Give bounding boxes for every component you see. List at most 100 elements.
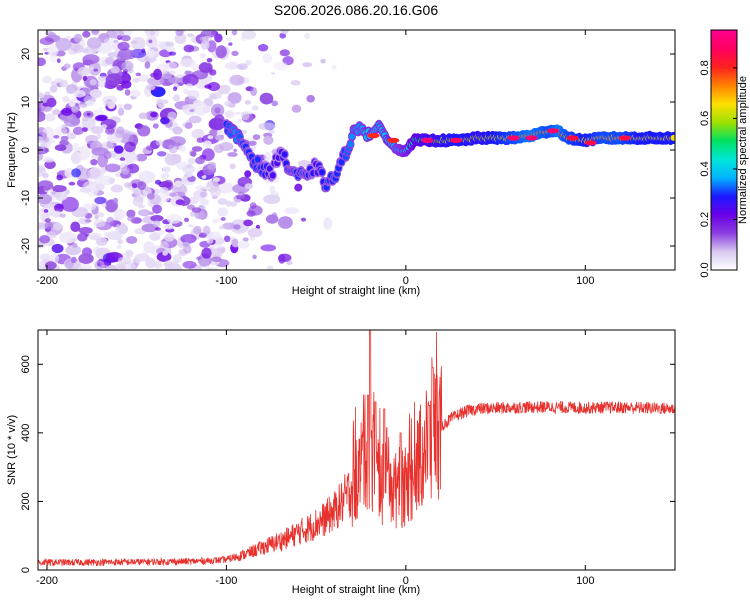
spectrogram-speckle <box>47 32 57 38</box>
spectrogram-speckle <box>150 111 158 118</box>
spectrogram-speckle <box>154 227 161 231</box>
spectrogram-speckle <box>209 69 217 76</box>
spectrogram-speckle <box>38 146 49 155</box>
spectrogram-y-tick-label: 0 <box>20 147 32 153</box>
spectrogram-hotspot <box>450 137 463 143</box>
spectrogram-speckle <box>137 125 151 137</box>
spectrogram-speckle <box>173 86 178 92</box>
spectrogram-speckle <box>78 104 87 109</box>
spectrogram-speckle <box>208 267 219 270</box>
spectrogram-speckle <box>94 196 107 205</box>
spectrogram-speckle <box>206 238 214 244</box>
spectrogram-speckle <box>68 181 76 186</box>
spectrogram-speckle <box>38 193 52 205</box>
spectrogram-speckle <box>103 232 110 237</box>
spectrogram-speckle <box>323 217 333 230</box>
spectrogram-speckle <box>300 217 307 222</box>
spectrogram-speckle <box>172 126 183 135</box>
spectrogram-speckle <box>117 48 134 60</box>
spectrogram-speckle <box>227 152 238 157</box>
spectrogram-speckle <box>90 159 98 166</box>
spectrogram-speckle <box>215 134 224 141</box>
spectrogram-speckle <box>44 113 56 122</box>
spectrogram-hotspot <box>507 135 520 141</box>
spectrogram-speckle <box>231 30 238 36</box>
spectrogram-speckle <box>182 74 199 86</box>
snr-panel: -200 -100 0 100 0 200 400 600 Height of straig… <box>6 329 676 596</box>
spectrogram-speckle <box>152 123 159 129</box>
spectrogram-speckle <box>38 111 46 122</box>
spectrogram-speckle <box>165 45 175 52</box>
spectrogram-speckle <box>150 215 164 222</box>
spectrogram-hotspot <box>367 133 380 139</box>
spectrogram-speckle <box>135 153 148 162</box>
spectrogram-speckle <box>61 196 79 212</box>
spectrogram-speckle <box>189 211 196 217</box>
spectrogram-speckle <box>38 57 46 67</box>
spectrogram-speckle <box>73 33 83 43</box>
snr-x-label: Height of straight line (km) <box>292 584 420 596</box>
spectrogram-speckle <box>78 227 93 234</box>
spectrogram-speckle <box>131 183 138 189</box>
spectrogram-speckle <box>100 141 114 150</box>
spectrogram-speckle <box>187 33 195 38</box>
spectrogram-speckle <box>269 185 276 193</box>
spectrogram-speckle <box>71 106 79 113</box>
spectrogram-speckle <box>196 197 203 202</box>
spectrogram-speckle <box>169 192 177 197</box>
spectrogram-speckle <box>154 179 162 185</box>
spectrogram-speckle <box>77 66 91 76</box>
spectrogram-speckle <box>93 219 106 228</box>
spectrogram-speckle <box>121 60 134 72</box>
spectrogram-speckle <box>271 100 279 107</box>
spectrogram-speckle <box>38 208 43 216</box>
spectrogram-speckle <box>233 224 241 230</box>
spectrogram-speckle <box>178 144 187 152</box>
spectrogram-speckle <box>96 133 102 139</box>
spectrogram-speckle <box>222 222 236 230</box>
spectrogram-speckle <box>183 244 192 254</box>
snr-y-label: SNR (10 * v/v) <box>6 415 18 485</box>
spectrogram-speckle <box>54 126 68 136</box>
spectrogram-speckle <box>202 225 211 235</box>
spectrogram-speckle <box>195 156 205 165</box>
spectrogram-speckle <box>259 92 274 105</box>
spectrogram-speckle <box>61 107 73 117</box>
spectrogram-speckle <box>124 249 134 258</box>
spectrogram-speckle <box>59 213 66 218</box>
spectrogram-speckle <box>206 58 213 63</box>
spectrogram-speckle <box>227 92 242 104</box>
spectrogram-speckle <box>38 92 45 99</box>
spectrogram-speckle <box>216 130 223 135</box>
spectrogram-speckle <box>82 54 100 64</box>
spectrogram-speckle <box>228 42 233 46</box>
snr-plot-area <box>38 330 675 567</box>
spectrogram-speckle <box>144 61 151 69</box>
spectrogram-ridge-core <box>349 133 355 140</box>
spectrogram-speckle <box>146 193 155 200</box>
spectrogram-speckle <box>94 215 99 220</box>
spectrogram-speckle <box>225 112 232 118</box>
spectrogram-speckle <box>138 74 149 82</box>
spectrogram-speckle <box>146 48 156 59</box>
spectrogram-speckle <box>116 244 122 250</box>
spectrogram-speckle <box>148 39 153 44</box>
spectrogram-speckle <box>123 103 133 111</box>
spectrogram-speckle <box>65 36 72 39</box>
spectrogram-speckle <box>233 148 237 153</box>
spectrogram-speckle <box>217 182 235 194</box>
spectrogram-speckle <box>235 111 241 116</box>
spectrogram-speckle <box>134 253 150 262</box>
spectrogram-speckle <box>144 30 150 34</box>
spectrogram-speckle <box>119 157 126 161</box>
spectrogram-speckle <box>229 74 245 86</box>
spectrogram-speckle <box>206 40 217 53</box>
spectrogram-speckle <box>97 75 108 82</box>
spectrogram-speckle <box>188 196 199 205</box>
spectrogram-speckle <box>271 72 276 75</box>
spectrogram-speckle <box>280 30 289 35</box>
spectrogram-ridge-core <box>269 172 276 179</box>
spectrogram-speckle <box>241 111 250 121</box>
spectrogram-speckle <box>190 151 197 157</box>
spectrogram-ridge-core <box>670 134 675 141</box>
